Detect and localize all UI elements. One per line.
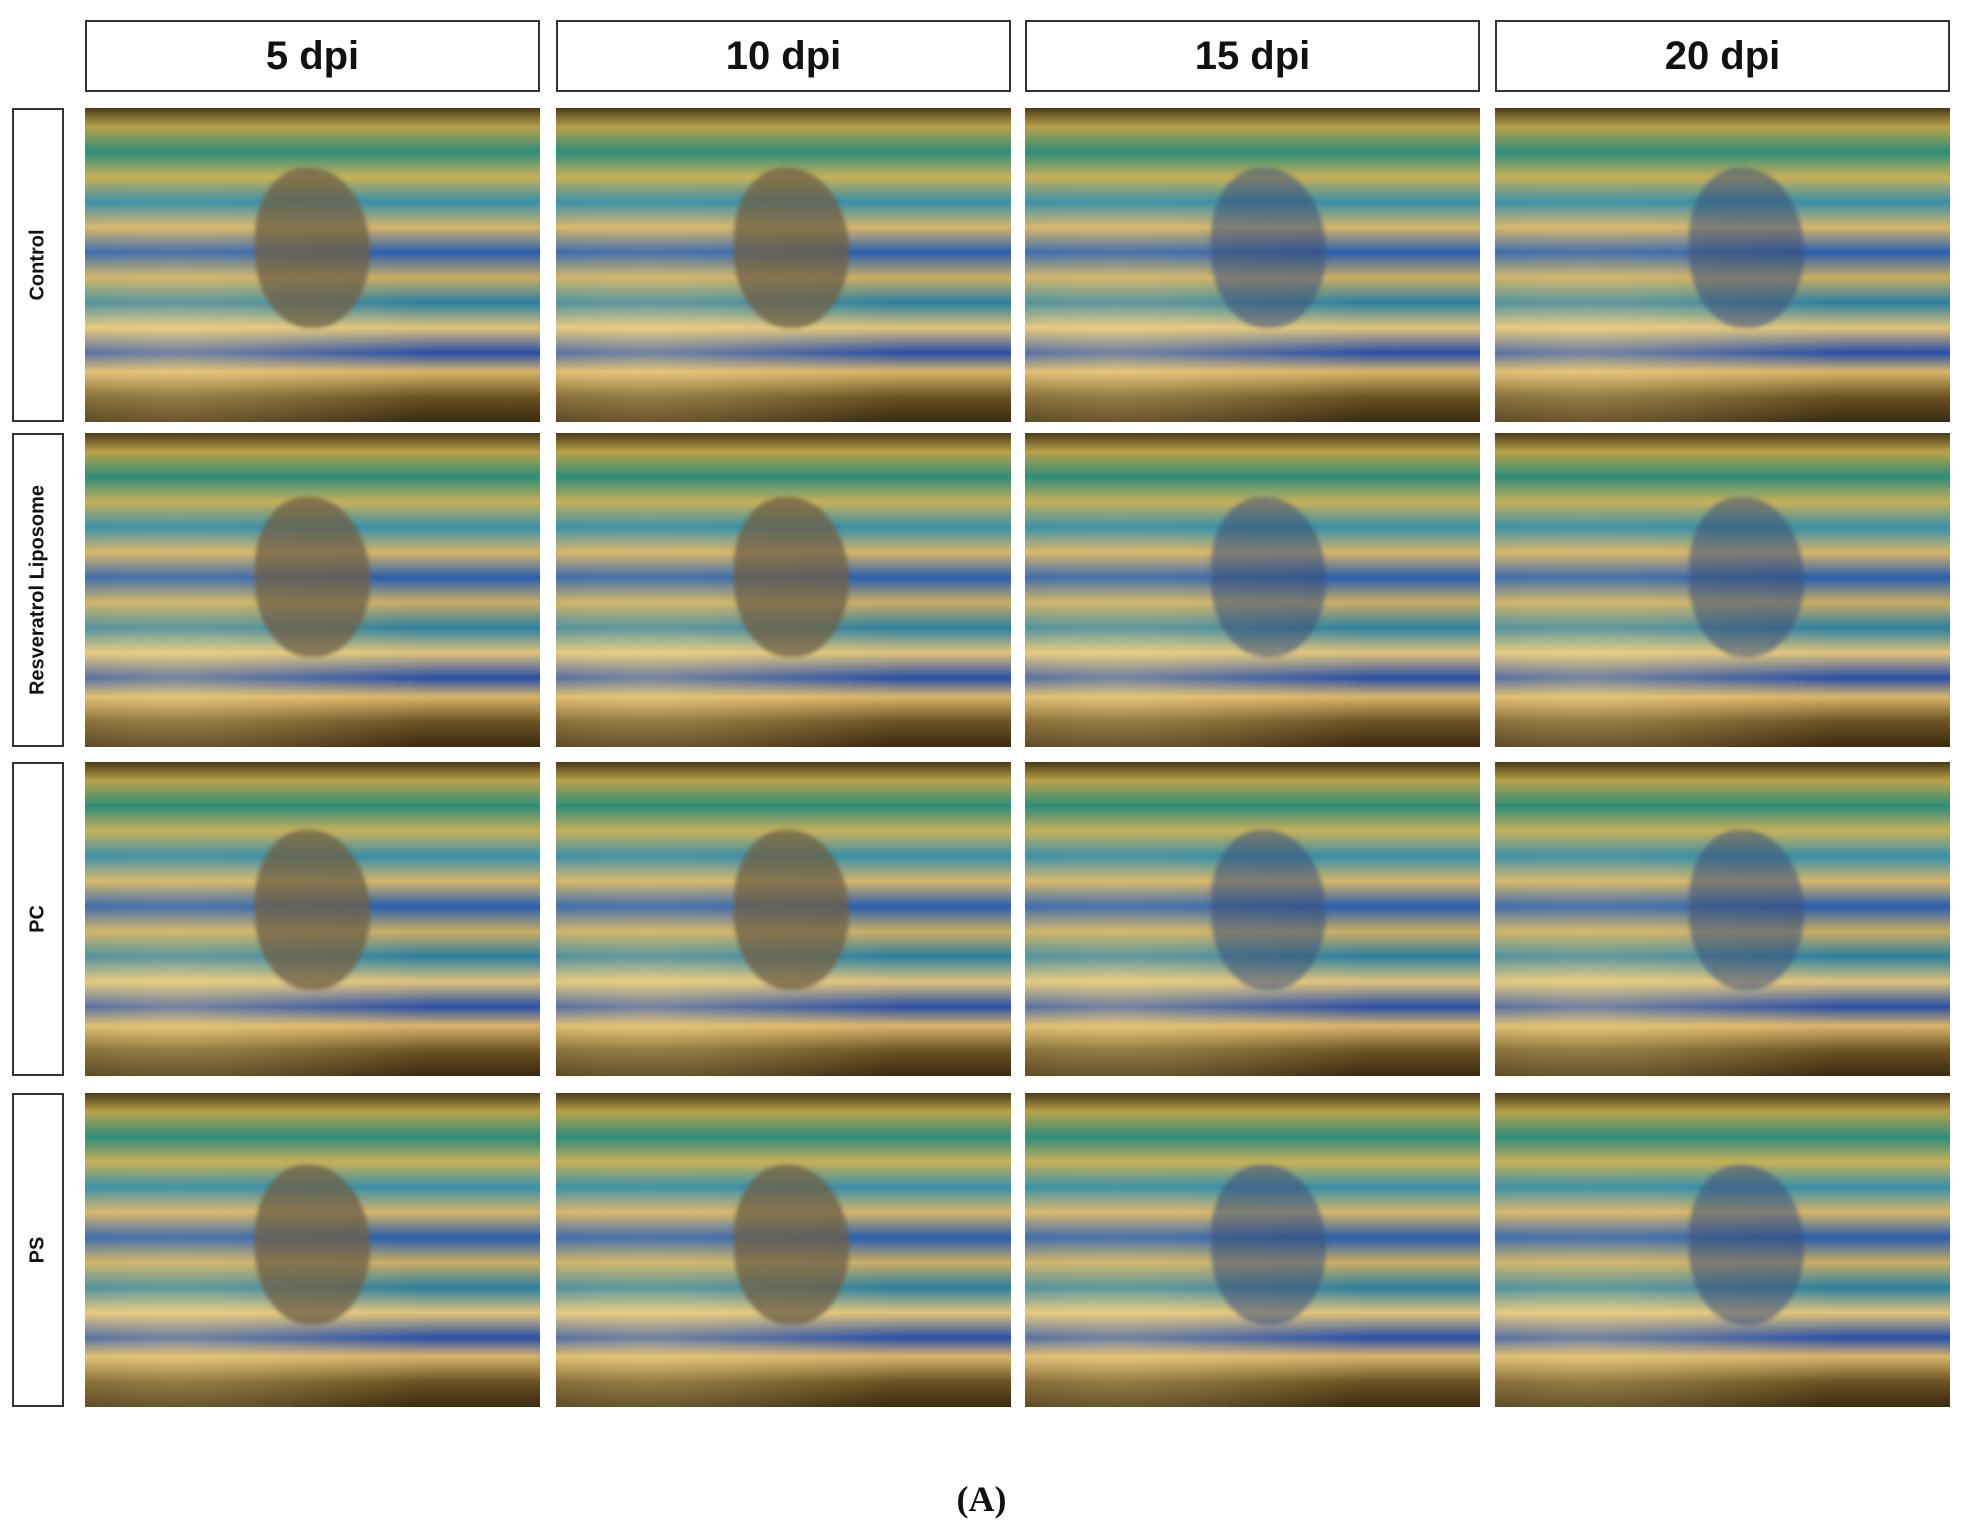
row-label: PC	[12, 762, 64, 1076]
micrograph	[1495, 762, 1950, 1076]
lesion	[1689, 830, 1804, 990]
micrograph	[1025, 433, 1480, 747]
lesion	[255, 830, 370, 990]
figure-caption: (A)	[956, 1479, 1007, 1519]
micrograph	[1025, 108, 1480, 422]
row-label: PS	[12, 1093, 64, 1407]
lesion	[734, 830, 849, 990]
micrograph	[556, 762, 1011, 1076]
lesion	[734, 1165, 849, 1325]
micrograph	[85, 108, 540, 422]
micrograph	[85, 433, 540, 747]
micrograph	[1495, 108, 1950, 422]
lesion	[255, 168, 370, 328]
micrograph	[556, 108, 1011, 422]
lesion	[1211, 497, 1326, 657]
micrograph	[1495, 433, 1950, 747]
micrograph	[556, 433, 1011, 747]
lesion	[1689, 168, 1804, 328]
lesion	[1689, 1165, 1804, 1325]
lesion	[1689, 497, 1804, 657]
micrograph	[85, 1093, 540, 1407]
column-header: 5 dpi	[85, 20, 540, 92]
lesion	[1211, 830, 1326, 990]
row-label: Control	[12, 108, 64, 422]
column-header: 10 dpi	[556, 20, 1011, 92]
micrograph	[1495, 1093, 1950, 1407]
lesion	[734, 168, 849, 328]
lesion	[1211, 1165, 1326, 1325]
micrograph	[1025, 1093, 1480, 1407]
column-header: 15 dpi	[1025, 20, 1480, 92]
micrograph	[556, 1093, 1011, 1407]
lesion	[734, 497, 849, 657]
lesion	[1211, 168, 1326, 328]
column-header: 20 dpi	[1495, 20, 1950, 92]
lesion	[255, 497, 370, 657]
micrograph	[85, 762, 540, 1076]
lesion	[255, 1165, 370, 1325]
row-label: Resveratrol Liposome	[12, 433, 64, 747]
micrograph	[1025, 762, 1480, 1076]
